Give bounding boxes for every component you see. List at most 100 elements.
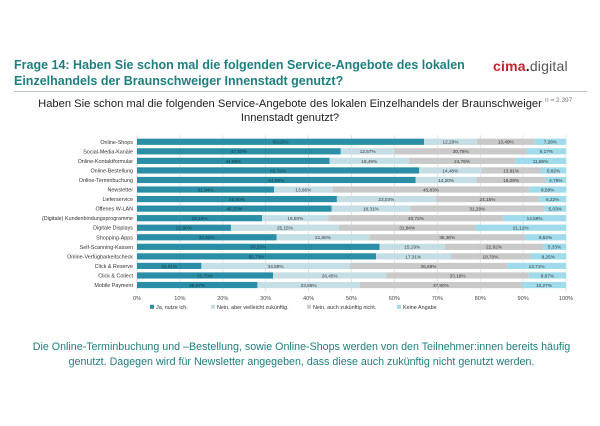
data-label: 46,60%	[229, 197, 245, 202]
bar-segment	[545, 176, 567, 184]
legend-swatch	[211, 304, 215, 309]
data-label: 5,33%	[548, 245, 561, 250]
data-label: 13,66%	[295, 187, 311, 192]
bar-segment	[137, 262, 202, 270]
data-label: 13,49%	[498, 140, 514, 145]
bar-segment	[262, 215, 329, 222]
bar-segment	[415, 176, 477, 184]
bar-segment	[137, 253, 377, 260]
bar-segment	[530, 253, 566, 260]
bar-segment	[137, 281, 258, 289]
data-label: 12,57%	[360, 149, 376, 154]
data-label: 14,48%	[442, 168, 458, 173]
bar-segment	[386, 272, 529, 279]
bar-segment	[331, 205, 411, 212]
category-label: Click & Reserve	[95, 264, 133, 270]
data-label: 36,69%	[421, 264, 437, 269]
data-label: 44,89%	[225, 159, 241, 164]
footer-summary: Die Online-Terminbuchung und –Bestellung…	[32, 341, 571, 368]
data-label: 30,76%	[453, 149, 469, 154]
bar-segment	[369, 234, 526, 241]
legend-swatch	[150, 304, 154, 309]
bar-segment	[137, 205, 332, 212]
bar-segment	[137, 215, 263, 222]
data-label: 8,67%	[541, 273, 554, 278]
data-label: 4,76%	[549, 178, 562, 183]
bar-segment	[272, 272, 387, 279]
bar-segment	[328, 215, 504, 222]
category-label: Online-Kontaktformular	[78, 159, 134, 165]
legend-label: Nein, aber vielleicht zukünftig.	[217, 305, 289, 311]
bar-segment	[338, 224, 476, 231]
data-label: 28,07%	[189, 283, 205, 288]
category-label: Offenes W-LAN	[95, 207, 133, 213]
data-label: 23,03%	[378, 197, 394, 202]
data-label: 45,37%	[226, 207, 242, 212]
legend-label: Nein, auch zukünftig nicht.	[313, 305, 376, 311]
data-label: 13,91%	[503, 168, 519, 173]
bar-segment	[137, 234, 277, 241]
data-label: 8,25%	[542, 254, 555, 259]
bar-segment	[379, 243, 445, 250]
x-tick-label: 100%	[559, 296, 573, 302]
data-label: 18,70%	[482, 254, 498, 259]
bar-segment	[526, 148, 566, 155]
logo-suffix: digital	[529, 58, 568, 74]
bar-segment	[276, 234, 370, 241]
bar-segment	[475, 224, 567, 231]
bar-segment	[507, 262, 566, 270]
data-label: 14,20%	[438, 178, 454, 183]
x-tick-label: 70%	[432, 296, 443, 302]
bar-segment	[376, 253, 451, 260]
data-label: 15,50%	[287, 216, 303, 221]
data-label: 21,90%	[176, 226, 192, 231]
bar-segment	[424, 138, 477, 145]
x-tick-label: 30%	[260, 296, 271, 302]
data-label: 55,73%	[249, 254, 265, 259]
data-label: 5,82%	[547, 168, 560, 173]
data-label: 66,93%	[273, 140, 289, 145]
legend-label: Ja, nutze ich.	[156, 305, 188, 311]
data-label: 21,65%	[315, 235, 331, 240]
category-label: Lieferservice	[102, 197, 133, 203]
bar-segment	[137, 195, 337, 203]
data-label: 6,22%	[546, 197, 559, 202]
legend-swatch	[397, 304, 401, 309]
x-tick-label: 50%	[346, 296, 357, 302]
cima-digital-logo: cima.digital	[493, 58, 568, 74]
bar-segment	[534, 138, 566, 145]
data-label: 15,01%	[161, 264, 177, 269]
headline: Frage 14: Haben Sie schon mal die folgen…	[14, 58, 465, 88]
data-label: 31,94%	[198, 187, 214, 192]
bar-segment	[540, 167, 566, 174]
x-tick-label: 80%	[475, 296, 486, 302]
data-label: 34,59%	[268, 264, 284, 269]
category-label: Social-Media-Kanäle	[83, 149, 133, 155]
data-label: 29,16%	[192, 216, 208, 221]
chart-title: Haben Sie schon mal die folgenden Servic…	[38, 98, 542, 124]
bar-segment	[481, 167, 541, 174]
bar-segment	[137, 224, 231, 231]
data-label: 12,29%	[443, 140, 459, 145]
legend-swatch	[307, 304, 311, 309]
data-label: 64,96%	[268, 178, 284, 183]
category-label: Mobile Payment	[94, 283, 133, 289]
bar-segment	[137, 176, 416, 184]
data-label: 10,27%	[536, 283, 552, 288]
bar-segment	[525, 234, 566, 241]
bar-segment	[359, 281, 522, 289]
bar-segment	[137, 272, 273, 279]
bar-segment	[201, 262, 350, 270]
bar-segment	[476, 176, 546, 184]
data-label: 45,83%	[423, 187, 439, 192]
bar-segment	[503, 215, 566, 222]
data-label: 32,52%	[199, 235, 215, 240]
data-label: 7,28%	[544, 140, 557, 145]
bar-segment	[515, 157, 566, 164]
data-label: 33,18%	[450, 273, 466, 278]
data-label: 18,31%	[363, 207, 379, 212]
data-label: 14,59%	[527, 216, 543, 221]
data-label: 9,17%	[540, 149, 553, 154]
data-label: 9,52%	[539, 235, 552, 240]
